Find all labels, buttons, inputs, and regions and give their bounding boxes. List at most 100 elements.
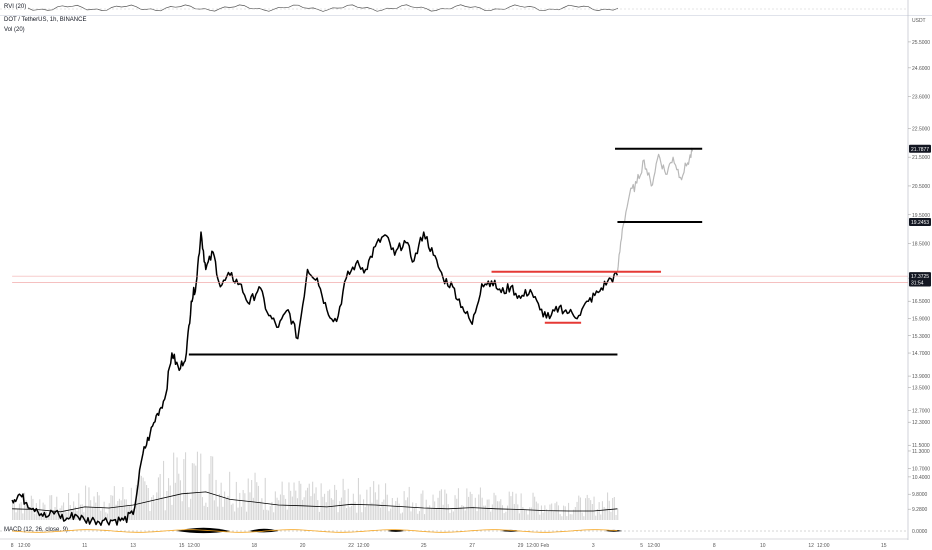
volume-bar (563, 505, 565, 520)
volume-bar (285, 498, 287, 520)
volume-legend: Vol (20) (4, 27, 25, 33)
volume-bar (430, 508, 432, 520)
volume-bar (259, 501, 261, 520)
price-level-label: 21.7877 (911, 147, 929, 153)
volume-bar (459, 507, 461, 520)
volume-bar (124, 499, 126, 520)
volume-bar (483, 505, 485, 520)
volume-bar (549, 504, 551, 520)
y-tick-label: 13.9000 (912, 374, 930, 380)
volume-bar (613, 497, 615, 520)
x-tick-label: 12:00 (18, 543, 31, 549)
volume-bar (256, 482, 258, 520)
y-tick-label: 14.7000 (912, 351, 930, 357)
volume-bar (103, 501, 105, 520)
volume-bar (413, 508, 415, 520)
volume-bar (412, 502, 414, 520)
volume-bar (90, 500, 92, 520)
volume-bar (235, 481, 237, 520)
volume-bar (488, 499, 490, 520)
volume-bar (410, 511, 412, 520)
volume-bar (296, 498, 298, 520)
volume-bar (225, 498, 227, 520)
volume-bar (559, 514, 561, 520)
volume-bar (537, 503, 539, 520)
volume-bar (334, 484, 336, 520)
volume-bar (146, 485, 148, 520)
volume-bar (144, 481, 146, 520)
time-axis[interactable]: 8 12:00 11 13 15 12:00 18 20 22 12:00 25 27 29 12:00 F… (0, 538, 908, 549)
volume-bar (83, 512, 85, 520)
x-tick-label: 12:00 (526, 543, 539, 549)
x-tick-label: 12:00 (817, 543, 830, 549)
volume-bar (25, 500, 27, 520)
y-tick-label: 19.5000 (912, 213, 930, 219)
volume-bar (473, 506, 475, 520)
volume-bar (383, 499, 385, 520)
volume-bar (51, 495, 53, 520)
volume-bar (478, 494, 480, 520)
volume-bar (395, 501, 397, 520)
volume-bar (20, 502, 22, 520)
volume-bar (496, 501, 498, 520)
x-tick-label: 12 (808, 543, 814, 549)
volume-bar (46, 511, 48, 520)
volume-bar (173, 452, 175, 520)
volume-bar (15, 512, 17, 520)
volume-bar (374, 492, 376, 520)
volume-bar (185, 452, 187, 520)
volume-bar (407, 497, 409, 520)
volume-bar (237, 507, 239, 520)
x-tick-label: 29 (518, 543, 524, 549)
volume-ma-line (12, 491, 618, 513)
volume-bar (239, 492, 241, 520)
volume-bar (234, 511, 236, 520)
volume-bar (52, 513, 54, 520)
price-axis[interactable]: 25.5000 24.6000 23.6000 22.5000 21.5000 20.50… (907, 0, 931, 540)
volume-bar (601, 501, 603, 520)
volume-bar (113, 486, 115, 520)
x-tick-label: 12:00 (648, 543, 661, 549)
volume-bar (35, 503, 37, 520)
volume-bar (95, 502, 97, 520)
volume-bar (369, 486, 371, 520)
volume-bar (27, 504, 29, 520)
volume-bar (230, 504, 232, 520)
volume-bar (227, 495, 229, 520)
volume-bar (57, 512, 59, 520)
volume-bar (485, 505, 487, 520)
volume-bars-group (12, 451, 619, 520)
volume-bar (617, 508, 619, 520)
volume-bar (208, 473, 210, 520)
volume-bar (464, 510, 466, 520)
volume-bar (64, 510, 66, 520)
volume-bar (534, 496, 536, 520)
volume-bar (96, 492, 98, 520)
volume-bar (298, 480, 300, 520)
price-level-tag (909, 278, 931, 287)
volume-bar (120, 500, 122, 520)
volume-bar (379, 507, 381, 520)
rvi-indicator-pane[interactable] (0, 0, 932, 16)
rvi-line (27, 4, 619, 12)
volume-bar (193, 463, 195, 520)
volume-bar (42, 502, 44, 520)
volume-bar (381, 501, 383, 520)
volume-bar (588, 498, 590, 520)
volume-bar (401, 512, 403, 520)
volume-bar (447, 504, 449, 520)
volume-bar (510, 496, 512, 520)
price-line-group (11, 147, 694, 526)
volume-bar (325, 502, 327, 520)
volume-bar (569, 514, 571, 520)
volume-bar (257, 485, 259, 520)
volume-bar (568, 502, 570, 520)
volume-bar (40, 512, 42, 520)
volume-bar (578, 495, 580, 520)
volume-bar (469, 491, 471, 520)
volume-bar (544, 505, 546, 520)
volume-bar (101, 508, 103, 520)
volume-bar (107, 513, 109, 520)
